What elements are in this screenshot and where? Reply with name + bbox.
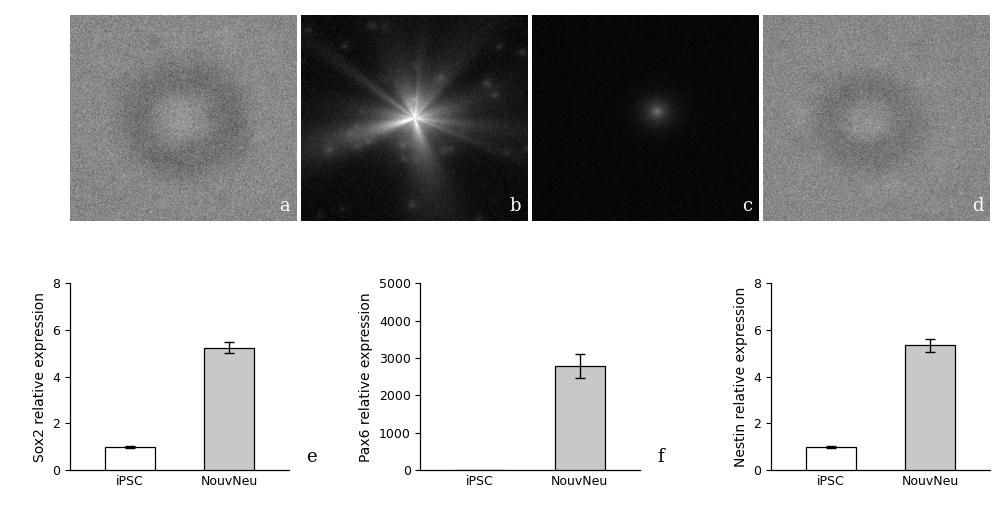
Text: d: d xyxy=(972,197,983,215)
Bar xyxy=(204,347,254,470)
Y-axis label: Sox2 relative expression: Sox2 relative expression xyxy=(33,292,47,462)
Text: a: a xyxy=(279,197,290,215)
Bar xyxy=(105,447,155,470)
Y-axis label: Pax6 relative expression: Pax6 relative expression xyxy=(359,292,373,461)
Bar xyxy=(555,365,605,470)
Text: b: b xyxy=(509,197,521,215)
Y-axis label: Nestin relative expression: Nestin relative expression xyxy=(734,287,748,467)
Text: e: e xyxy=(307,448,317,467)
Text: f: f xyxy=(657,448,664,467)
Bar xyxy=(806,447,856,470)
Bar xyxy=(905,345,955,470)
Text: c: c xyxy=(742,197,752,215)
